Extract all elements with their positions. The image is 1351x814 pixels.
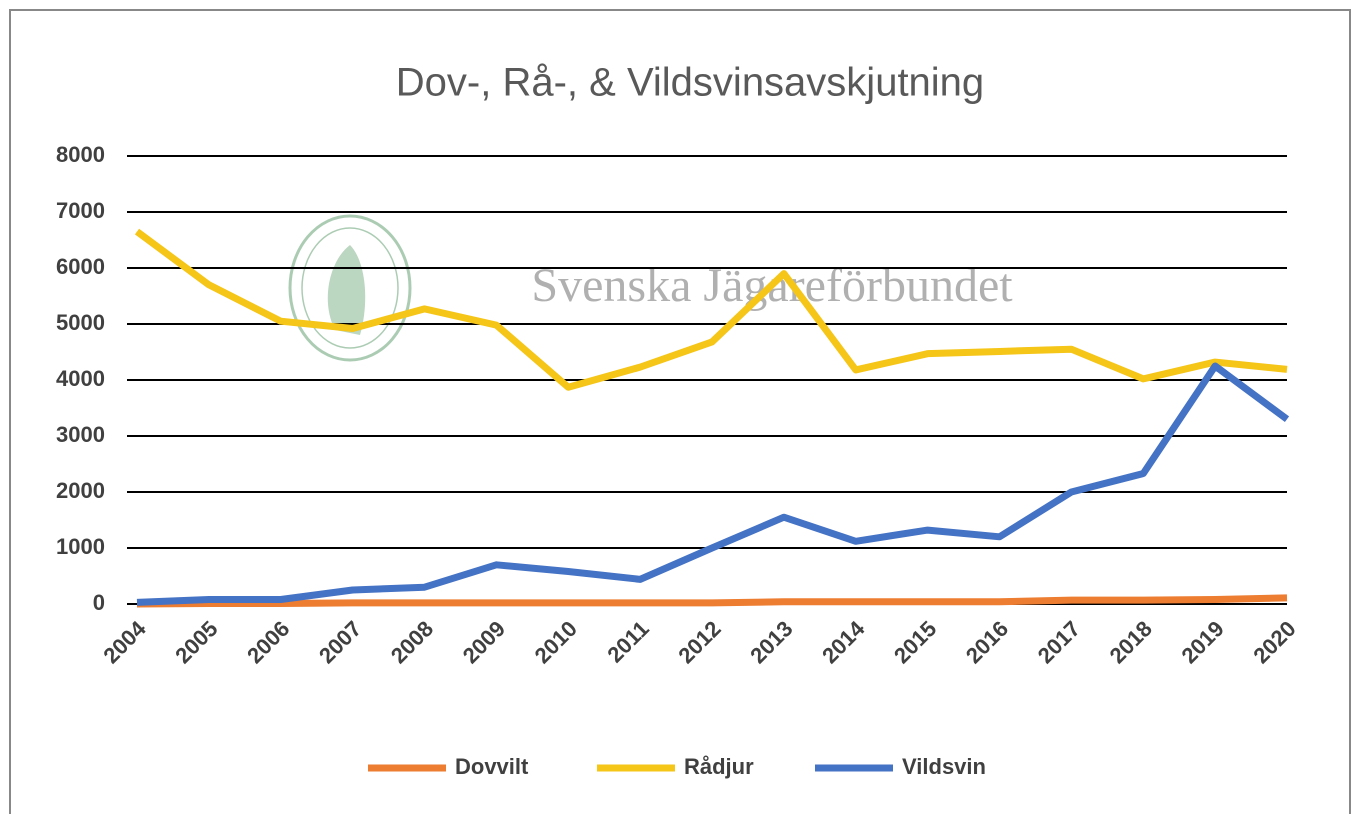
- y-tick-label: 5000: [56, 310, 105, 335]
- y-tick-label: 8000: [56, 142, 105, 167]
- legend-label: Dovvilt: [455, 754, 529, 779]
- series-line: [134, 228, 1288, 391]
- y-tick-label: 1000: [56, 534, 105, 559]
- y-tick-label: 6000: [56, 254, 105, 279]
- legend-label: Rådjur: [684, 754, 754, 779]
- chart-border: [9, 9, 1351, 814]
- chart-title: Dov-, Rå-, & Vildsvinsavskjutning: [396, 61, 984, 105]
- y-tick-label: 4000: [56, 366, 105, 391]
- series-line: [136, 362, 1290, 606]
- y-tick-label: 2000: [56, 478, 105, 503]
- series-line: [136, 594, 1288, 608]
- legend-label: Vildsvin: [902, 754, 986, 779]
- y-tick-label: 3000: [56, 422, 105, 447]
- y-tick-label: 7000: [56, 198, 105, 223]
- y-tick-label: 0: [93, 590, 105, 615]
